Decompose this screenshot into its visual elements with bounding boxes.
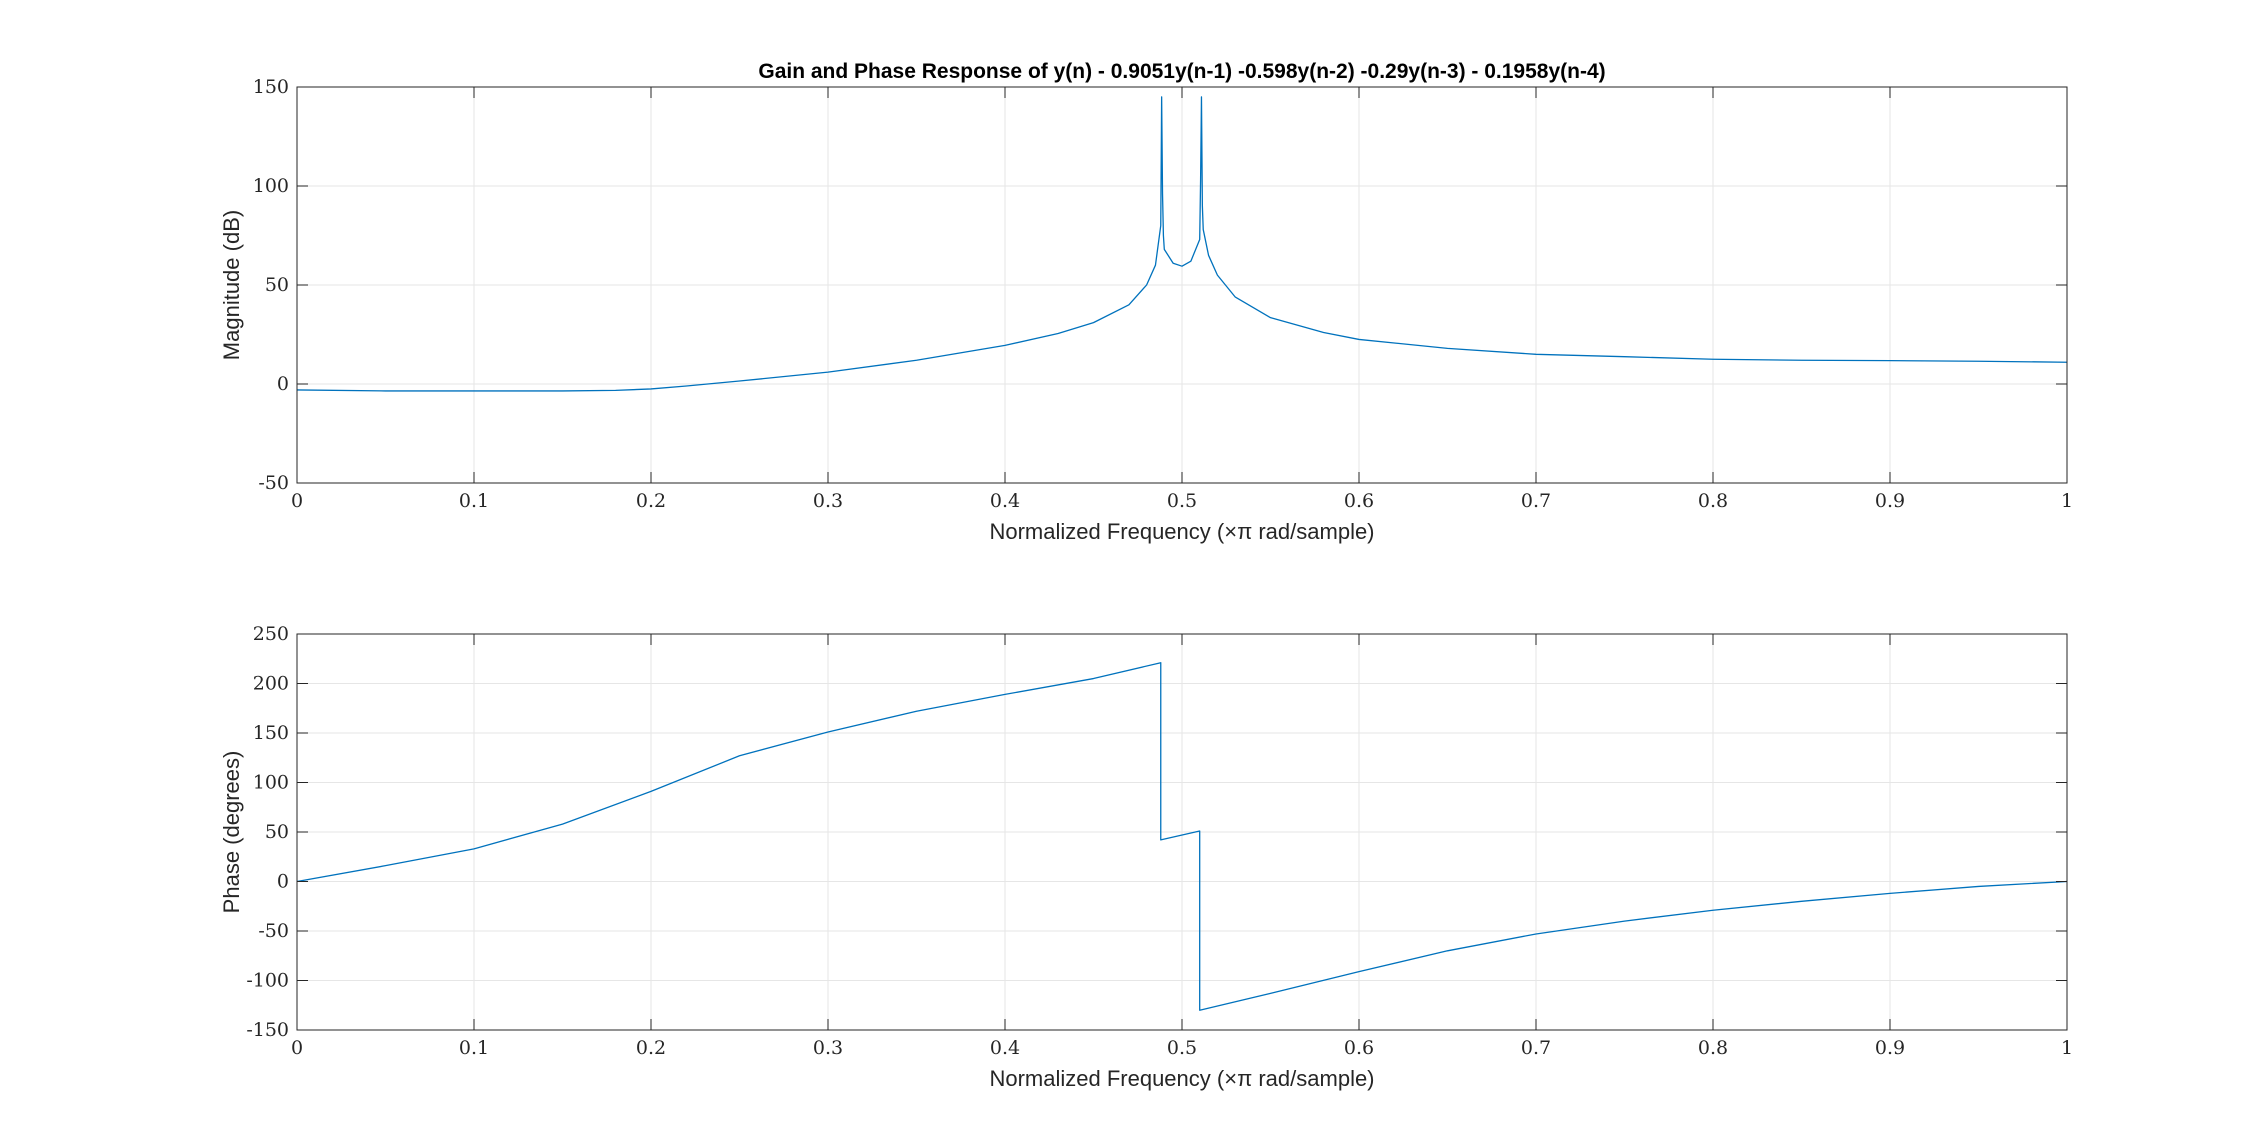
magnitude-axes: 0 0.1 0.2 0.3 0.4 0.5 0.6 0.7 0.8 0.9 1-5005010015… xyxy=(219,60,2073,544)
chart-title: Gain and Phase Response of y(n) - 0.9051… xyxy=(758,60,1605,83)
phase-ytick-label: 200 xyxy=(253,673,289,695)
magnitude-response-line xyxy=(296,96,2068,392)
magnitude-xtick-label: 0.5 xyxy=(1167,490,1197,512)
phase-ytick-label: 150 xyxy=(253,722,289,744)
phase-ytick-label: -150 xyxy=(246,1019,289,1041)
magnitude-xtick-label: 0.4 xyxy=(990,490,1020,512)
phase-ytick-label: -100 xyxy=(246,970,289,992)
magnitude-xtick-label: 0.7 xyxy=(1521,490,1551,512)
phase-ytick-label: -50 xyxy=(258,920,289,942)
magnitude-ytick-label: 100 xyxy=(253,175,289,197)
magnitude-ytick-label: 0 xyxy=(277,373,289,395)
phase-xlabel: Normalized Frequency (×π rad/sample) xyxy=(989,1066,1374,1091)
phase-xtick-label: 0.1 xyxy=(459,1037,489,1059)
phase-xtick-label: 0.3 xyxy=(813,1037,843,1059)
phase-xtick-label: 0.8 xyxy=(1698,1037,1728,1059)
phase-ytick-label: 50 xyxy=(265,821,289,843)
magnitude-series-layer xyxy=(296,96,2068,392)
magnitude-ytick-label: 50 xyxy=(265,274,289,296)
phase-xtick-label: 0.7 xyxy=(1521,1037,1551,1059)
phase-ytick-label: 100 xyxy=(253,772,289,794)
phase-ticks: 0 0.1 0.2 0.3 0.4 0.5 0.6 0.7 0.8 0.9 1 -150 -100 -50… xyxy=(246,623,2073,1059)
phase-xtick-label: 0.9 xyxy=(1875,1037,1905,1059)
magnitude-xtick-label: 1 xyxy=(2061,490,2073,512)
phase-xtick-label: 0.5 xyxy=(1167,1037,1197,1059)
phase-xtick-label: 0.2 xyxy=(636,1037,666,1059)
phase-ytick-label: 250 xyxy=(253,623,289,645)
magnitude-xlabel: Normalized Frequency (×π rad/sample) xyxy=(989,519,1374,544)
phase-series-layer xyxy=(296,662,2068,1011)
magnitude-xtick-label: 0.6 xyxy=(1344,490,1374,512)
magnitude-xtick-label: 0.8 xyxy=(1698,490,1728,512)
phase-ytick-label: 0 xyxy=(277,871,289,893)
magnitude-ylabel: Magnitude (dB) xyxy=(219,210,244,360)
phase-xtick-label: 1 xyxy=(2061,1037,2073,1059)
phase-ylabel: Phase (degrees) xyxy=(219,751,244,914)
magnitude-xtick-label: 0.1 xyxy=(459,490,489,512)
phase-xtick-label: 0.6 xyxy=(1344,1037,1374,1059)
phase-response-line xyxy=(296,662,2068,1011)
phase-grid xyxy=(296,633,2068,1031)
phase-xtick-label: 0 xyxy=(291,1037,303,1059)
magnitude-ytick-label: 150 xyxy=(253,76,289,98)
magnitude-grid xyxy=(296,86,2068,484)
magnitude-xtick-label: 0 xyxy=(291,490,303,512)
magnitude-xtick-label: 0.2 xyxy=(636,490,666,512)
magnitude-xtick-label: 0.3 xyxy=(813,490,843,512)
magnitude-ticks: 0 0.1 0.2 0.3 0.4 0.5 0.6 0.7 0.8 0.9 1-5005010015… xyxy=(253,76,2073,512)
magnitude-ytick-label: -50 xyxy=(258,472,289,494)
phase-xtick-label: 0.4 xyxy=(990,1037,1020,1059)
phase-axes: 0 0.1 0.2 0.3 0.4 0.5 0.6 0.7 0.8 0.9 1 -150 -100 -50… xyxy=(219,623,2073,1091)
magnitude-xtick-label: 0.9 xyxy=(1875,490,1905,512)
